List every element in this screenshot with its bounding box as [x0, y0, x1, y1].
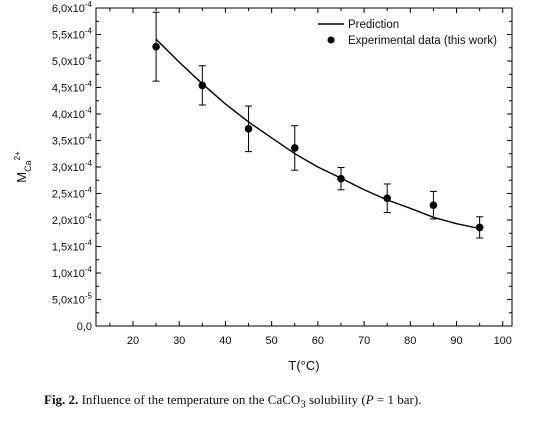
y-tick-label: 0,0	[77, 321, 92, 333]
experimental-point	[383, 194, 392, 203]
experimental-point	[475, 223, 484, 232]
y-tick-label: 5,0x10-5	[52, 292, 93, 307]
y-axis: 0,0 5,0x10-5 1,0x10-4 1,5x10-4 2,0x10-4 2,5x1…	[13, 0, 512, 333]
x-tick-label: 40	[219, 335, 231, 347]
legend: Prediction Experimental data (this work)	[318, 19, 497, 47]
y-tick-label: 4,0x10-4	[52, 106, 93, 121]
x-tick-label: 60	[312, 335, 324, 347]
y-tick-label: 1,5x10-4	[52, 239, 93, 254]
y-axis-title: MCa2+	[13, 151, 33, 183]
caption-text-end: = 1 bar).	[373, 392, 422, 407]
plot-border	[95, 7, 513, 327]
plot-frame	[95, 7, 513, 327]
caption-subscript: 3	[300, 398, 306, 411]
caption-text-after: solubility (	[305, 392, 366, 407]
y-tick-label: 1,0x10-4	[52, 265, 93, 280]
figure-caption: Fig. 2. Influence of the temperature on …	[44, 392, 524, 411]
experimental-point	[337, 174, 345, 183]
y-tick-label: 2,5x10-4	[52, 186, 93, 201]
y-tick-label: 5,5x10-4	[52, 27, 93, 42]
caption-variable: P	[365, 392, 374, 407]
caption-text: Influence of the temperature on the CaCO	[78, 392, 301, 407]
prediction-line	[155, 38, 480, 230]
y-tick-label: 6,0x10-4	[52, 0, 93, 15]
solubility-chart: 0,0 5,0x10-5 1,0x10-4 1,5x10-4 2,0x10-4 2,5x1…	[13, 0, 513, 373]
experimental-point	[152, 42, 160, 51]
experimental-point	[290, 144, 299, 152]
experimental-point	[198, 81, 207, 90]
y-tick-label: 3,5x10-4	[52, 133, 93, 148]
legend-marker-swatch	[327, 36, 335, 44]
y-tick-label: 4,5x10-4	[52, 80, 93, 95]
experimental-point	[429, 201, 438, 209]
legend-label-experimental: Experimental data (this work)	[348, 35, 497, 47]
x-tick-label: 50	[266, 335, 278, 347]
legend-label-prediction: Prediction	[348, 19, 399, 31]
x-tick-label: 20	[127, 335, 139, 347]
series-layer	[152, 11, 484, 239]
caption-label: Fig. 2.	[44, 392, 79, 407]
y-tick-label: 5,0x10-4	[52, 53, 93, 68]
x-axis-title: T(°C)	[288, 358, 319, 373]
y-tick-label: 2,0x10-4	[52, 212, 93, 227]
y-tick-label: 3,0x10-4	[52, 159, 93, 174]
experimental-point	[244, 125, 253, 133]
x-axis: 20 30 40 50 60 70 80 90 100 T(°C)	[109, 8, 512, 373]
x-tick-label: 30	[173, 335, 185, 347]
x-tick-label: 70	[358, 335, 370, 347]
x-tick-label: 100	[494, 335, 512, 347]
x-tick-label: 90	[450, 335, 462, 347]
x-tick-label: 80	[404, 335, 416, 347]
